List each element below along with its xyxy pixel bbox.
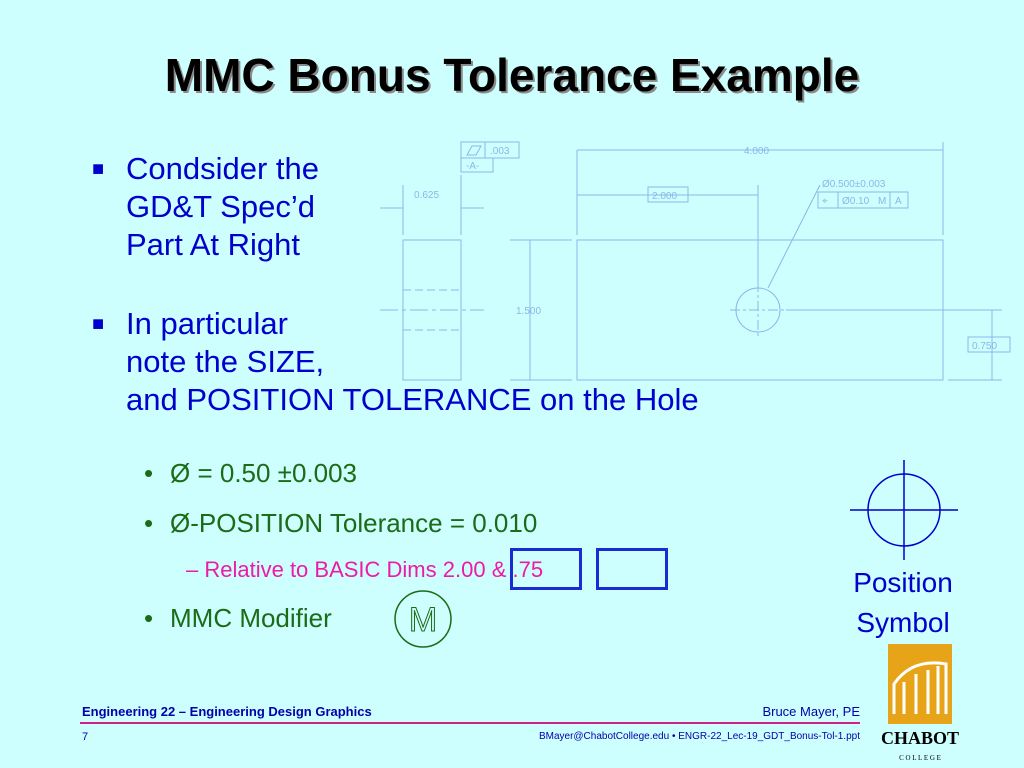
bullet-line: Condsider the	[126, 151, 320, 186]
fcf-datum: A	[895, 196, 902, 207]
dot-bullet-icon: •	[144, 508, 154, 538]
dot-bullet-icon: •	[144, 458, 154, 488]
dim-height: 1.500	[516, 306, 541, 317]
slide-number: 7	[82, 731, 89, 743]
bullet-line: and POSITION TOLERANCE on the Hole	[126, 382, 699, 417]
footer-file: BMayer@ChabotCollege.edu • ENGR-22_Lec-1…	[538, 731, 860, 742]
flatness-value: .003	[490, 146, 510, 157]
logo-name: CHABOT	[881, 728, 959, 748]
footer-author: Bruce Mayer, PE	[762, 704, 860, 719]
footer-divider	[80, 722, 860, 724]
datum-label: -A-	[466, 161, 479, 172]
highlight-box-075	[596, 548, 668, 590]
highlight-box-200	[510, 548, 582, 590]
bullet-line: note the SIZE,	[126, 344, 325, 379]
logo-sub: C O L L E G E	[899, 754, 941, 762]
fcf-modifier: M	[878, 196, 886, 207]
dim-left: 0.625	[414, 190, 439, 201]
square-bullet-icon: ■	[92, 158, 105, 180]
bullet-line: Part At Right	[126, 227, 301, 262]
hole-callout: Ø0.500±0.003	[822, 179, 886, 190]
gdt-drawing: .003 -A- 4.000 0.625 2.000 Ø0.500±0.003 …	[380, 141, 1011, 381]
footer-course: Engineering 22 – Engineering Design Grap…	[82, 704, 372, 719]
position-symbol-icon	[850, 460, 958, 560]
chabot-college-logo: CHABOT C O L L E G E	[881, 644, 959, 762]
sub-bullet-mmc: • MMC Modifier	[144, 602, 332, 634]
dot-bullet-icon: •	[144, 603, 154, 633]
bullet-in-particular: ■ In particular note the SIZE, and POSIT…	[92, 305, 699, 419]
position-symbol-label: Position Symbol	[828, 563, 978, 643]
mmc-symbol-letter: M	[409, 601, 437, 639]
sub-bullet-text: MMC Modifier	[170, 603, 332, 633]
ampersand: &	[485, 557, 513, 582]
sub-bullet-position-tolerance: • Ø-POSITION Tolerance = 0.010	[144, 507, 538, 539]
basic-dims-text: – Relative to BASIC Dims	[186, 557, 443, 582]
fcf-position-glyph: ⌖	[822, 196, 828, 207]
mmc-modifier-icon: M	[394, 590, 452, 648]
position-label-line: Position	[853, 567, 953, 598]
basic-dim-075: .75	[512, 557, 544, 582]
dim-basic-y: 0.750	[972, 341, 997, 352]
position-label-line: Symbol	[856, 607, 950, 638]
sub-sub-bullet-basic-dims: – Relative to BASIC Dims 2.00 & .75	[186, 556, 543, 584]
bullet-line: GD&T Spec’d	[126, 189, 315, 224]
sub-bullet-text: Ø = 0.50 ±0.003	[170, 458, 358, 488]
square-bullet-icon: ■	[92, 313, 105, 335]
basic-dim-2: 2.00	[442, 557, 486, 582]
fcf-tolerance: Ø0.10	[842, 196, 870, 207]
sub-bullet-text: Ø-POSITION Tolerance = 0.010	[170, 508, 538, 538]
dim-width: 4.000	[744, 146, 769, 157]
slide-title: MMC Bonus Tolerance Example	[164, 49, 860, 101]
bullet-consider: ■ Condsider the GD&T Spec’d Part At Righ…	[92, 150, 320, 264]
sub-bullet-diameter: • Ø = 0.50 ±0.003	[144, 457, 358, 489]
bullet-line: In particular	[126, 306, 288, 341]
dim-basic-x: 2.000	[652, 191, 677, 202]
